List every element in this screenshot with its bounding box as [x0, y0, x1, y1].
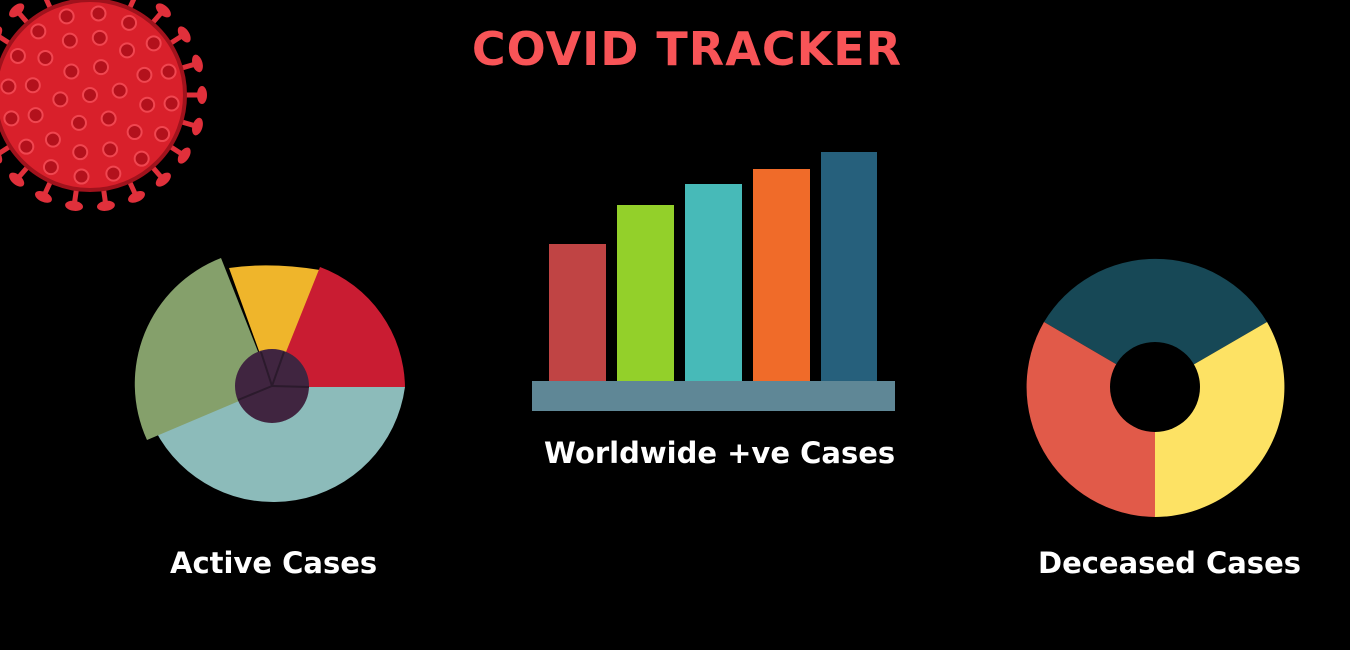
- page-title: COVID TRACKER: [471, 22, 903, 76]
- bar-5: [821, 152, 877, 382]
- worldwide-cases-label: Worldwide +ve Cases: [544, 436, 896, 470]
- bar-3: [685, 184, 742, 382]
- active-segment-yellow: [229, 265, 320, 387]
- bar-1: [549, 244, 606, 382]
- deceased-segment-orange: [1026, 322, 1155, 517]
- active-segment-green: [134, 258, 272, 440]
- active-cases-label: Active Cases: [170, 546, 378, 580]
- deceased-hole: [1110, 342, 1200, 432]
- bar-2: [617, 205, 674, 382]
- deceased-cases-label: Deceased Cases: [1038, 546, 1301, 580]
- active-segment-teal: [155, 387, 405, 503]
- coronavirus-icon: [0, 0, 207, 211]
- deceased-segment-yellow: [1155, 322, 1285, 517]
- bar-4: [753, 169, 810, 382]
- bar-base: [532, 381, 895, 411]
- active-hub: [235, 349, 309, 423]
- active-segment-red: [272, 267, 405, 387]
- deceased-segment-dark: [1044, 258, 1267, 387]
